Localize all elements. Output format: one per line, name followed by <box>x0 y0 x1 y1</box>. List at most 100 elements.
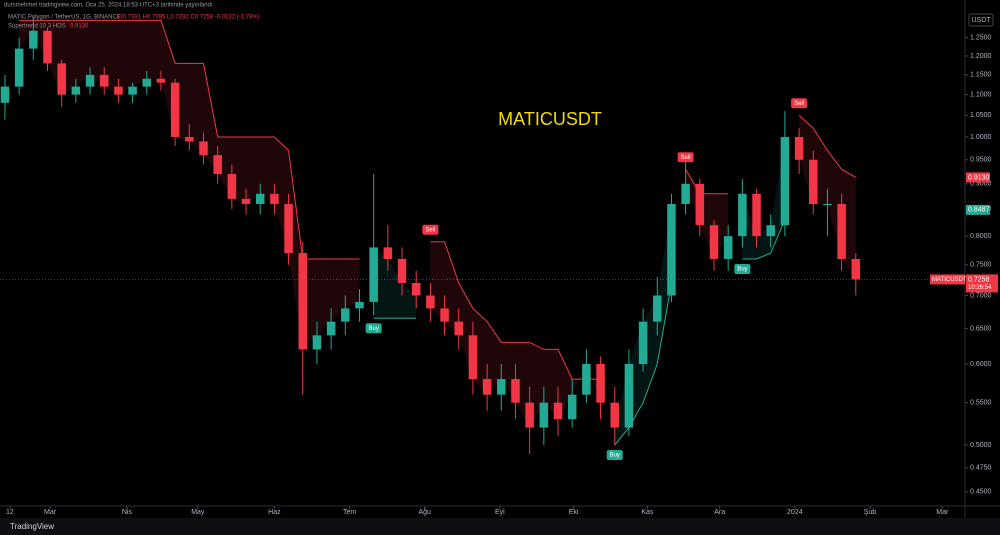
y-tick-label: 1.0000 <box>970 134 992 141</box>
candle-body <box>397 258 407 283</box>
candle-body <box>511 379 520 403</box>
candle-body <box>411 282 421 296</box>
x-tick-label: Ara <box>714 509 725 516</box>
y-tick-label: 1.1000 <box>970 91 992 98</box>
candle-body <box>525 402 534 428</box>
candle-body <box>312 335 322 350</box>
y-tick-label: 1.2000 <box>970 53 992 60</box>
plot: Buy Sell Buy Sell Buy Sell <box>0 16 861 461</box>
symbol-badge <box>930 274 965 285</box>
candle-body <box>383 247 393 259</box>
candle-body <box>638 321 648 365</box>
candle-body <box>539 402 549 428</box>
candle-body <box>596 364 605 403</box>
x-tick-label: 12 <box>6 509 14 516</box>
x-tick-label: Ağu <box>418 509 431 516</box>
candle-body <box>71 86 81 95</box>
supertrend-line <box>685 168 729 195</box>
candle-body <box>341 308 350 322</box>
candle-body <box>667 204 676 296</box>
candle-body <box>185 136 194 142</box>
candle-body <box>227 174 237 199</box>
x-tick-label: Eki <box>569 509 579 516</box>
candle-body <box>142 78 152 87</box>
supertrend-line <box>742 219 786 260</box>
x-tick-label: Kas <box>641 509 654 516</box>
x-tick-label: Mar <box>44 509 57 516</box>
chart-title: MATICUSDT <box>498 109 602 129</box>
signal-label: Sell <box>681 155 691 161</box>
candle-body <box>284 204 293 254</box>
x-tick-label: 2024 <box>787 509 803 516</box>
candle-body <box>582 364 591 395</box>
candle-body <box>355 301 364 309</box>
logo[interactable]: TradingView <box>10 522 54 531</box>
candle-body <box>837 204 846 259</box>
currency-box[interactable] <box>968 13 994 27</box>
indicator-value: 0.9130 <box>70 24 89 30</box>
x-tick-label: Eyl <box>495 509 505 516</box>
candle-body <box>170 82 180 137</box>
candle-body <box>497 379 506 395</box>
y-tick-label: 0.5000 <box>970 442 992 449</box>
candle-body <box>14 48 24 87</box>
candle-body <box>440 308 449 322</box>
y-tick-label: 0.8000 <box>970 233 992 240</box>
candle-body <box>43 30 52 64</box>
candle-body <box>199 141 208 156</box>
signal-label: Buy <box>610 453 620 459</box>
candle-body <box>156 78 166 83</box>
supertrend-line <box>614 282 672 446</box>
signal-label: Buy <box>737 267 747 273</box>
candle-body <box>553 402 563 420</box>
footer <box>0 518 1000 535</box>
y-tick-label: 1.2500 <box>970 35 992 42</box>
candle-body <box>624 364 634 428</box>
signal-badge <box>422 224 439 235</box>
signal-badge <box>606 450 623 461</box>
symbol-label: MATICUSDT <box>932 277 967 283</box>
candle-body <box>99 74 109 87</box>
countdown: 10:26:54 <box>968 285 992 291</box>
x-tick-label: Mar <box>936 509 949 516</box>
candle-body <box>695 183 705 226</box>
trend-fill <box>430 241 601 428</box>
y-tick-label: 0.9500 <box>970 157 992 164</box>
currency[interactable]: USDT <box>971 17 991 24</box>
y-tick-label: 0.4500 <box>970 489 992 496</box>
y-tick-label: 0.4750 <box>970 465 992 472</box>
candle-body <box>454 321 464 336</box>
candle-body <box>766 225 775 237</box>
signal-badge <box>734 263 751 274</box>
candle-body <box>298 253 308 350</box>
candle-body <box>114 86 123 95</box>
candle-body <box>326 321 336 336</box>
candle-body <box>823 204 832 206</box>
price-marker-label: 0.8487 <box>968 207 990 214</box>
candle-body <box>468 335 478 380</box>
y-tick-label: 0.5500 <box>970 400 992 407</box>
candle-body <box>29 30 38 49</box>
price-marker <box>966 204 990 215</box>
candle-body <box>57 63 66 95</box>
candle-body <box>369 247 378 302</box>
candle-body <box>567 394 577 420</box>
candle-body <box>482 379 492 395</box>
publisher: dursmehmet tradingview.com, Oca 25, 2024… <box>4 3 213 9</box>
candle-body <box>851 258 861 280</box>
y-tick-label: 0.6000 <box>970 361 992 368</box>
last-price-label: 0.7258 <box>968 276 990 283</box>
ohlc: O0.7391 H0.7395 L0.7232 C0.7258 -0.0132 … <box>118 15 260 21</box>
candle-body <box>610 402 619 428</box>
signal-label: Buy <box>368 326 378 332</box>
y-tick-label: 1.0500 <box>970 112 992 119</box>
candle-body <box>128 86 137 95</box>
x-tick-label: Şub <box>864 509 877 516</box>
signal-badge <box>365 323 382 334</box>
signal-label: Sell <box>425 227 435 233</box>
candle-body <box>780 136 790 226</box>
candle-body <box>723 236 733 259</box>
candle-body <box>270 193 279 205</box>
price-marker <box>966 172 990 183</box>
